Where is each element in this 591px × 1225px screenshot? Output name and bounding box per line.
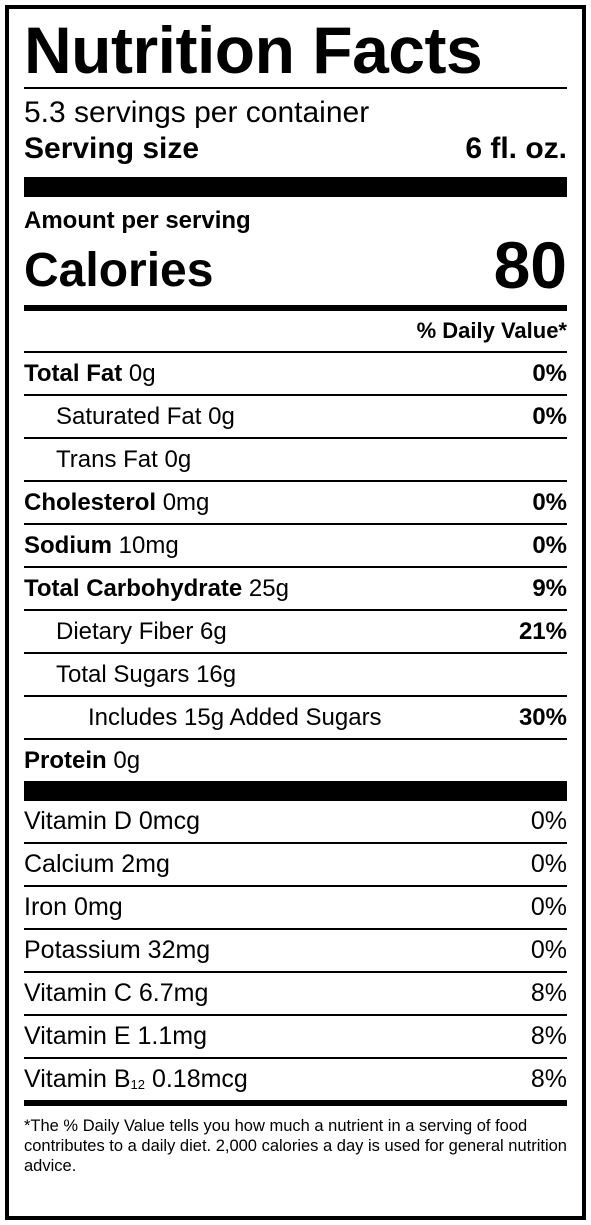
nutrient-name: Includes 15g Added Sugars — [88, 703, 382, 731]
nutrient-dv: 0% — [532, 359, 567, 387]
nutrient-row-trans-fat: Trans Fat 0g — [24, 437, 567, 480]
nutrient-amount: 0mg — [162, 488, 210, 516]
vitamin-name: Iron — [24, 893, 68, 921]
calories-row: Calories 80 — [24, 231, 567, 299]
vitamin-row-calcium: Calcium 2mg 0% — [24, 842, 567, 885]
nutrient-dv: 0% — [532, 531, 567, 559]
nutrient-dv: 30% — [518, 703, 567, 731]
calories-label: Calories — [24, 244, 214, 297]
vitamin-name: Potassium — [24, 936, 141, 964]
vitamin-amount: 32mg — [147, 936, 211, 964]
label-title: Nutrition Facts — [24, 13, 483, 87]
nutrient-name: Total Sugars — [56, 660, 190, 688]
vitamin-dv: 8% — [530, 1065, 567, 1093]
vitamin-row-iron: Iron 0mg 0% — [24, 885, 567, 928]
nutrient-amount: 0g — [208, 402, 235, 430]
nutrient-name: Cholesterol — [24, 488, 157, 516]
nutrient-amount: 0g — [113, 746, 141, 774]
nutrient-amount: 0g — [128, 359, 156, 387]
nutrient-dv: 9% — [532, 574, 567, 602]
vitamin-name: Vitamin B — [24, 1065, 131, 1093]
nutrient-row-protein: Protein 0g — [24, 738, 567, 781]
nutrient-name: Trans Fat — [56, 445, 158, 473]
vitamin-name: Vitamin C — [24, 979, 132, 1007]
nutrient-amount: 0g — [164, 445, 192, 473]
nutrient-row-total-sugars: Total Sugars 16g — [24, 652, 567, 695]
nutrient-name: Protein — [24, 746, 107, 774]
vitamin-row-potassium: Potassium 32mg 0% — [24, 928, 567, 971]
vitamin-name: Vitamin D — [24, 807, 132, 835]
daily-value-header: % Daily Value* — [416, 318, 567, 343]
nutrient-row-sodium: Sodium 10mg 0% — [24, 523, 567, 566]
vitamin-row-vitamin-e: Vitamin E 1.1mg 8% — [24, 1014, 567, 1057]
nutrient-name: Total Fat — [24, 359, 123, 387]
nutrient-amount: 6g — [200, 617, 227, 645]
vitamin-row-vitamin-c: Vitamin C 6.7mg 8% — [24, 971, 567, 1014]
medium-divider — [24, 305, 567, 311]
vitamin-dv: 0% — [530, 893, 567, 921]
nutrient-name: Total Carbohydrate — [24, 574, 243, 602]
divider — [24, 87, 567, 89]
serving-size-row: Serving size 6 fl. oz. — [24, 131, 567, 167]
nutrient-dv: 0% — [532, 402, 567, 430]
medium-divider — [24, 1100, 567, 1106]
vitamin-dv: 0% — [530, 807, 567, 835]
vitamin-amount: 0mcg — [138, 807, 201, 835]
daily-value-footnote: *The % Daily Value tells you how much a … — [24, 1117, 567, 1175]
nutrition-facts-label: Nutrition Facts 5.3 servings per contain… — [5, 5, 586, 1220]
vitamin-amount: 0.18mcg — [151, 1065, 248, 1093]
nutrient-row-added-sugars: Includes 15g Added Sugars 30% — [24, 695, 567, 738]
thick-divider — [24, 177, 567, 197]
vitamin-dv: 8% — [530, 1022, 567, 1050]
vitamin-dv: 0% — [530, 936, 567, 964]
thick-divider — [24, 781, 567, 801]
vitamin-name: Calcium — [24, 850, 115, 878]
vitamin-dv: 0% — [530, 850, 567, 878]
nutrient-dv: 0% — [532, 488, 567, 516]
nutrient-name: Dietary Fiber — [56, 617, 194, 645]
vitamin-amount: 6.7mg — [138, 979, 209, 1007]
nutrient-row-total-fat: Total Fat 0g 0% — [24, 351, 567, 394]
vitamin-amount: 1.1mg — [137, 1022, 207, 1050]
vitamin-name: Vitamin E — [24, 1022, 131, 1050]
nutrient-row-dietary-fiber: Dietary Fiber 6g 21% — [24, 609, 567, 652]
calories-value: 80 — [493, 228, 567, 302]
nutrient-amount: 25g — [248, 574, 289, 602]
vitamin-row-vitamin-b12: Vitamin B12 0.18mcg 8% — [24, 1057, 567, 1100]
servings-per-container: 5.3 servings per container — [24, 96, 370, 129]
nutrient-amount: 10mg — [118, 531, 179, 559]
nutrient-name: Sodium — [24, 531, 112, 559]
amount-per-serving: Amount per serving — [24, 207, 251, 234]
vitamin-amount: 0mg — [74, 893, 123, 921]
nutrient-row-total-carbohydrate: Total Carbohydrate 25g 9% — [24, 566, 567, 609]
vitamin-amount: 2mg — [121, 850, 170, 878]
serving-size-value: 6 fl. oz. — [465, 132, 567, 165]
vitamin-dv: 8% — [530, 979, 567, 1007]
vitamin-subscript: 12 — [130, 1077, 145, 1092]
vitamin-row-vitamin-d: Vitamin D 0mcg 0% — [24, 801, 567, 842]
nutrient-dv: 21% — [518, 617, 567, 645]
nutrient-row-cholesterol: Cholesterol 0mg 0% — [24, 480, 567, 523]
nutrient-amount: 16g — [196, 660, 237, 688]
serving-size-label: Serving size — [24, 132, 200, 165]
nutrient-row-saturated-fat: Saturated Fat 0g 0% — [24, 394, 567, 437]
nutrient-name: Saturated Fat — [56, 402, 202, 430]
